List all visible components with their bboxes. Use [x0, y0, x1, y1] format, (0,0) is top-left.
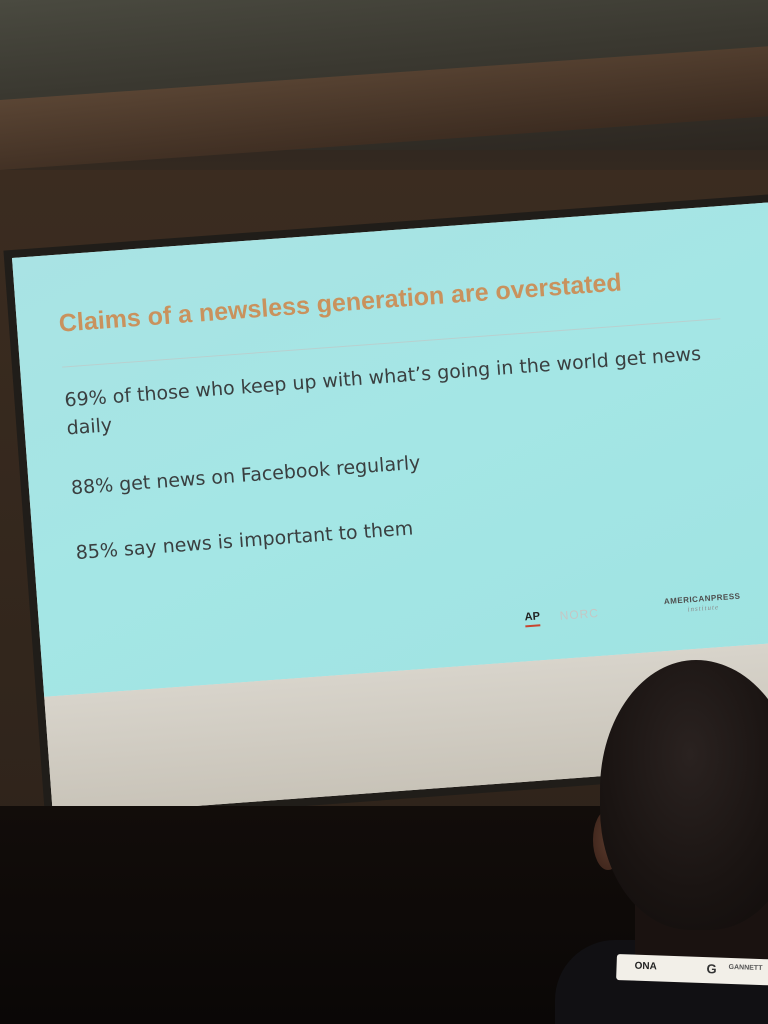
ona-lanyard-text: ONA	[634, 960, 658, 973]
norc-logo: NORC	[559, 605, 600, 623]
slide-bullet: 69% of those who keep up with what’s goi…	[63, 342, 702, 440]
gannett-lanyard-text: GANNETT	[728, 963, 763, 973]
slide-bullet: 88% get news on Facebook regularly	[70, 451, 422, 500]
presentation-slide: Claims of a newsless generation are over…	[12, 200, 768, 697]
gannett-g-logo: G	[706, 961, 717, 977]
slide-title: Claims of a newsless generation are over…	[57, 268, 623, 338]
slide-bullet: 85% say news is important to them	[74, 517, 414, 565]
american-press-institute-subtitle: institute	[687, 603, 720, 614]
head	[600, 660, 768, 930]
audience-member: ONA G GANNETT	[555, 660, 768, 1024]
ap-logo: AP	[524, 610, 541, 628]
